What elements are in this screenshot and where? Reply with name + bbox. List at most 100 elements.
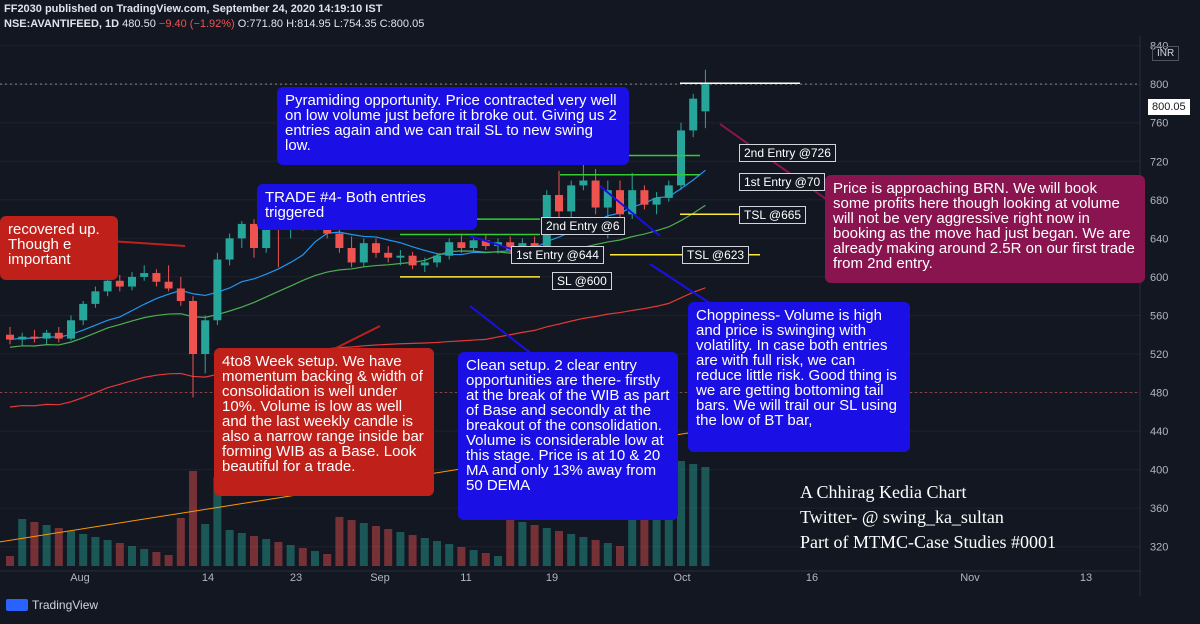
entry1-old-label: 1st Entry @644 bbox=[511, 246, 604, 264]
candle-body bbox=[408, 255, 417, 266]
candle-body bbox=[384, 252, 393, 258]
volume-bar bbox=[103, 540, 112, 566]
candle-body bbox=[103, 280, 112, 292]
candle-body bbox=[603, 190, 612, 208]
volume-bar bbox=[30, 522, 39, 566]
volume-bar bbox=[555, 531, 563, 566]
candle-body bbox=[176, 288, 185, 301]
y-tick-label: 320 bbox=[1150, 542, 1168, 554]
ohlc-values: O:771.80 H:814.95 L:754.35 C:800.05 bbox=[237, 18, 425, 30]
candle-body bbox=[91, 291, 100, 304]
x-tick-label: 14 bbox=[202, 572, 214, 584]
volume-bar bbox=[67, 531, 75, 566]
volume-bar bbox=[530, 525, 539, 566]
volume-bar bbox=[518, 522, 527, 566]
volume-bar bbox=[616, 546, 624, 566]
change-value: −9.40 (−1.92%) bbox=[158, 18, 235, 30]
volume-bar bbox=[384, 529, 393, 566]
x-tick-label: 23 bbox=[290, 572, 302, 584]
currency-badge[interactable]: INR bbox=[1152, 46, 1180, 61]
volume-bar bbox=[628, 489, 637, 566]
tsl665-label: TSL @665 bbox=[739, 206, 807, 224]
x-tick-label: Oct bbox=[673, 572, 690, 584]
credit-block: A Chhirag Kedia Chart Twitter- @ swing_k… bbox=[800, 480, 1056, 555]
y-tick-label: 600 bbox=[1150, 272, 1168, 284]
dema50-line bbox=[9, 287, 706, 408]
x-tick-label: 19 bbox=[546, 572, 558, 584]
volume-bar bbox=[274, 542, 283, 566]
candle-body bbox=[54, 332, 63, 339]
candle-body bbox=[433, 255, 441, 263]
volume-bar bbox=[79, 534, 88, 566]
volume-bar bbox=[335, 517, 344, 566]
entry1-new-label: 1st Entry @70 bbox=[739, 173, 826, 191]
pyramiding-note: Pyramiding opportunity. Price contracted… bbox=[277, 87, 629, 165]
setup-note: 4to8 Week setup. We have momentum backin… bbox=[214, 348, 434, 496]
candle-body bbox=[189, 301, 197, 354]
credit-line-1: A Chhirag Kedia Chart bbox=[800, 482, 967, 502]
candle-body bbox=[42, 332, 51, 339]
volume-bar bbox=[18, 519, 27, 566]
ma20-line bbox=[9, 204, 706, 348]
volume-bar bbox=[445, 544, 454, 566]
candle-body bbox=[18, 336, 27, 340]
y-tick-label: 680 bbox=[1150, 195, 1168, 207]
volume-bar bbox=[433, 541, 441, 566]
candle-body bbox=[213, 259, 222, 321]
volume-bar bbox=[677, 461, 685, 566]
volume-bar bbox=[262, 539, 271, 566]
candle-body bbox=[396, 255, 405, 258]
candle-body bbox=[359, 243, 368, 263]
volume-bar bbox=[372, 526, 380, 566]
y-tick-label: 720 bbox=[1150, 156, 1168, 168]
tradingview-logo[interactable]: TradingView bbox=[6, 598, 98, 612]
volume-bar bbox=[176, 518, 185, 566]
volume-bar bbox=[701, 467, 710, 566]
candle-body bbox=[347, 248, 356, 263]
volume-bar bbox=[152, 552, 161, 566]
x-tick-label: 11 bbox=[460, 572, 471, 584]
volume-bar bbox=[201, 524, 210, 566]
volume-bar bbox=[286, 545, 295, 566]
candle-body bbox=[335, 233, 344, 248]
annotation-pointer bbox=[109, 240, 186, 247]
volume-bar bbox=[128, 546, 136, 566]
candle-body bbox=[567, 185, 576, 212]
candle-body bbox=[30, 336, 39, 339]
volume-bar bbox=[189, 471, 197, 566]
volume-bar bbox=[567, 534, 576, 566]
volume-bar bbox=[640, 492, 649, 566]
symbol-quote: NSE:AVANTIFEED, 1D 480.50 −9.40 (−1.92%)… bbox=[4, 18, 424, 30]
volume-bar bbox=[298, 548, 307, 566]
clean-setup-note: Clean setup. 2 clear entry opportunities… bbox=[458, 352, 678, 520]
volume-bar bbox=[420, 538, 429, 566]
candle-body bbox=[640, 190, 649, 205]
volume-bar bbox=[225, 530, 234, 566]
volume-bar bbox=[396, 532, 405, 566]
volume-bar bbox=[591, 540, 600, 566]
volume-bar bbox=[213, 477, 222, 566]
volume-bar bbox=[359, 523, 368, 566]
y-tick-label: 560 bbox=[1150, 310, 1168, 322]
candle-body bbox=[555, 195, 563, 212]
candle-body bbox=[6, 334, 14, 340]
x-tick-label: Sep bbox=[370, 572, 390, 584]
candle-body bbox=[469, 240, 478, 248]
y-tick-label: 400 bbox=[1150, 465, 1168, 477]
volume-bar bbox=[115, 543, 124, 566]
symbol-label: NSE:AVANTIFEED, 1D bbox=[4, 18, 120, 30]
y-tick-label: 440 bbox=[1150, 426, 1168, 438]
candle-body bbox=[628, 190, 637, 215]
candle-body bbox=[579, 180, 588, 186]
candle-body bbox=[591, 180, 600, 208]
volume-bar bbox=[689, 464, 698, 566]
volume-bar bbox=[481, 553, 490, 566]
candle-body bbox=[225, 238, 234, 260]
trade4-note: TRADE #4- Both entries triggered bbox=[257, 184, 477, 230]
volume-bar bbox=[311, 551, 319, 566]
credit-line-2: Twitter- @ swing_ka_sultan bbox=[800, 507, 1004, 527]
volume-bar bbox=[323, 554, 332, 566]
y-tick-label: 640 bbox=[1150, 233, 1168, 245]
volume-bar bbox=[457, 547, 466, 566]
y-tick-label: 800 bbox=[1150, 79, 1168, 91]
